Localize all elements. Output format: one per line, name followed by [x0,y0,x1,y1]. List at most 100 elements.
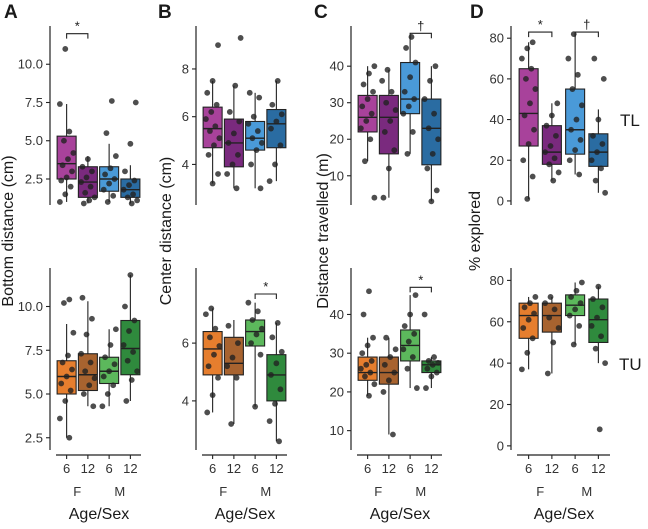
data-point [384,66,391,73]
data-point [225,140,232,146]
y-tick-label: 10 [330,168,344,183]
plot-b-tu: 4 6 * [182,268,287,450]
data-point [66,296,73,303]
data-point [524,45,531,52]
data-point [277,142,284,149]
data-point [278,348,285,355]
data-point [58,177,65,184]
data-point [120,186,127,193]
data-point [79,163,86,170]
data-point [124,194,131,201]
data-point [531,126,537,133]
plot-d-tu: 0 20 40 60 80 [490,268,609,453]
data-point [428,198,435,205]
y-tick-label: 10.0 [18,299,43,314]
data-point [91,194,98,201]
data-point [380,389,387,395]
data-point [230,130,237,137]
data-point [233,185,240,192]
data-point [274,319,281,326]
sex-group-label: F [73,484,81,499]
xlabel-b: Age/Sex [215,506,275,523]
data-point [370,88,376,95]
data-point [269,101,276,108]
data-point [248,161,254,168]
data-point [529,39,536,46]
data-point [123,398,130,404]
data-point [258,140,265,146]
significance-label: * [263,279,268,294]
x-axis-a: 6 12 6 12F M [56,454,141,499]
box-c-tu-0 [357,288,378,399]
data-point [237,35,244,41]
data-point [84,156,91,163]
sex-group-label: M [581,484,592,499]
data-point [130,349,136,355]
data-point [362,158,368,165]
data-point [531,310,537,317]
x-axis-c: 6 12 6 12F M [357,454,442,499]
data-point [69,366,75,373]
data-point [551,306,558,313]
data-point [257,185,264,192]
y-tick-label: 60 [490,314,504,329]
data-point [357,125,364,132]
data-point [404,150,411,157]
data-point [110,382,117,389]
data-point [366,288,372,295]
box-c-tl-1 [378,66,399,201]
xlabel-a: Age/Sex [69,506,129,523]
ylabel-a: Bottom distance (cm) [0,155,17,306]
data-point [364,342,371,349]
data-point [229,354,236,361]
data-point [249,135,256,142]
significance-label: * [538,17,543,32]
data-point [521,304,528,311]
data-point [411,96,418,102]
data-point [208,109,215,115]
panel-letter-a: A [4,2,18,23]
data-point [429,361,436,368]
plot-a-tu: 2.5 5.0 7.5 10.0 [18,268,141,450]
y-tick-label: 5.0 [25,133,43,148]
box-c-tl-2 [400,34,421,157]
box-b-tl-2 [245,89,266,192]
data-point [379,77,386,84]
data-point [205,151,212,158]
data-point [551,155,558,162]
data-point [577,137,584,143]
x-tick-label: 12 [591,461,605,476]
data-point [70,329,77,336]
data-point [547,294,554,300]
panel-b: B Center distance (cm) 468 46* 6 12 6 12F M … [158,2,287,523]
box-d-tl-3 [588,55,609,196]
data-point [79,294,86,301]
data-point [87,359,94,366]
x-tick-label: 12 [382,461,396,476]
data-point [550,177,557,184]
data-point [578,279,585,286]
data-point [82,189,89,196]
y-tick-label: 20 [490,397,504,412]
data-point [596,426,603,433]
data-point [126,328,132,334]
data-point [207,334,213,341]
box-d-tu-0 [518,294,539,373]
data-point [268,125,274,132]
box-b-tl-3 [266,77,287,185]
ylabel-b: Center distance (cm) [158,157,175,306]
box-d-tl-2 [565,31,586,178]
sex-group-label: M [415,484,426,499]
x-tick-label: 6 [209,461,216,476]
data-point [269,334,276,341]
x-tick-label: 12 [545,461,559,476]
data-point [100,186,107,193]
box-d-tl-1 [541,100,562,184]
box-d-tu-2 [565,279,586,348]
data-point [381,361,388,368]
data-point [570,341,577,348]
data-point [401,88,408,95]
data-point [228,421,235,427]
data-point [225,322,232,329]
box-c-tu-1 [378,334,399,438]
